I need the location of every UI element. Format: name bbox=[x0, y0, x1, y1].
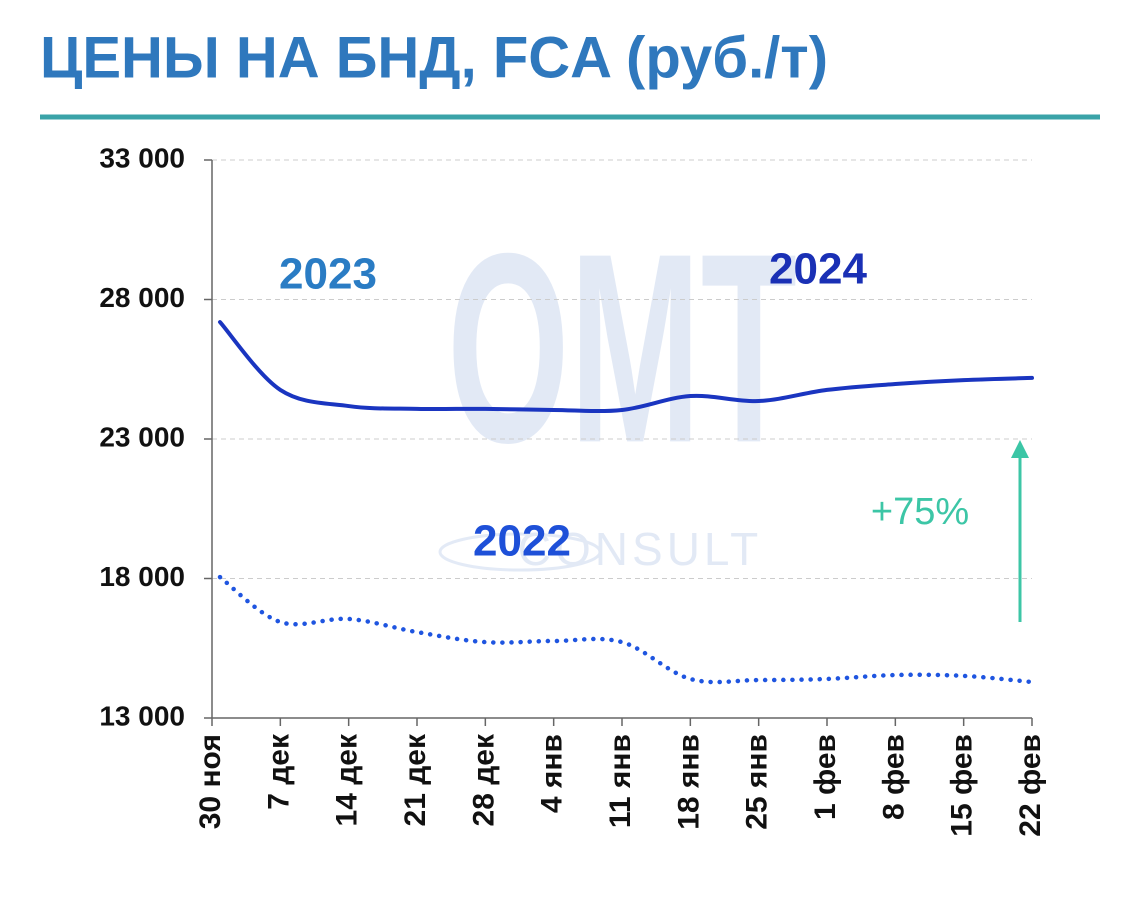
annotation: 2024 bbox=[769, 245, 867, 294]
x-tick-label: 18 янв bbox=[672, 734, 705, 830]
watermark: OMT CONSULT bbox=[438, 198, 797, 575]
x-tick-label: 1 фев bbox=[809, 734, 842, 820]
y-tick-label: 28 000 bbox=[99, 282, 185, 313]
x-tick-label: 4 янв bbox=[536, 734, 569, 813]
x-tick-label: 14 дек bbox=[331, 733, 364, 826]
x-tick-label: 30 ноя bbox=[194, 734, 227, 829]
y-tick-label: 13 000 bbox=[99, 700, 185, 731]
x-tick-label: 22 фев bbox=[1014, 734, 1047, 837]
series-line bbox=[218, 320, 1034, 414]
annotation: +75% bbox=[871, 491, 969, 533]
watermark-ring bbox=[438, 532, 602, 572]
x-tick-label: 21 дек bbox=[399, 733, 432, 826]
x-tick-label: 28 дек bbox=[467, 733, 500, 826]
watermark-text: CONSULT bbox=[518, 523, 762, 575]
annotation: 2022 bbox=[473, 517, 571, 566]
arrow-head bbox=[1011, 440, 1029, 458]
watermark-logo: OMT bbox=[447, 198, 797, 499]
y-tick-label: 33 000 bbox=[99, 142, 185, 173]
x-tick-label: 25 янв bbox=[741, 734, 774, 830]
y-tick-label: 23 000 bbox=[99, 421, 185, 452]
x-tick-label: 8 фев bbox=[877, 734, 910, 820]
series-line bbox=[217, 574, 1035, 685]
annotation: 2023 bbox=[279, 250, 377, 299]
x-tick-label: 7 дек bbox=[262, 733, 295, 810]
x-tick-label: 15 фев bbox=[946, 734, 979, 837]
chart-title: ЦЕНЫ НА БНД, FCA (руб./т) bbox=[40, 25, 828, 90]
x-tick-label: 11 янв bbox=[604, 734, 637, 828]
y-tick-label: 18 000 bbox=[99, 561, 185, 592]
